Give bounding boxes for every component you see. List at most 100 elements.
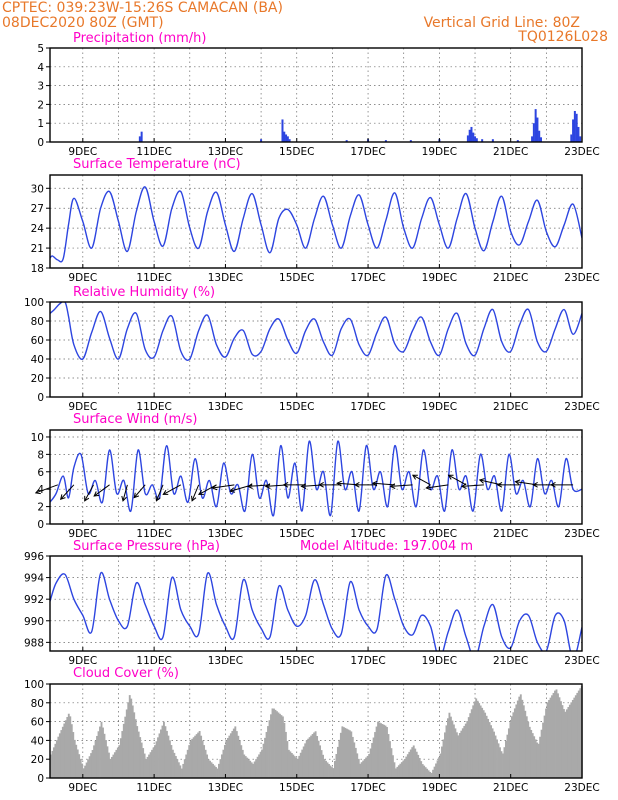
- cloud-bar: [228, 735, 231, 778]
- cloud-bar: [534, 739, 537, 778]
- precip-bar: [491, 139, 494, 142]
- cloud-bar: [360, 762, 363, 778]
- cloud-bar: [203, 745, 206, 778]
- cloud-bar: [537, 743, 540, 778]
- cloud-bar: [366, 755, 369, 778]
- cloud-bar: [356, 753, 359, 778]
- precip-bar: [570, 134, 573, 142]
- wind-arrowhead: [84, 495, 90, 502]
- wind-vector: [372, 482, 395, 486]
- precip-bar: [579, 136, 582, 142]
- y-tick-label: 20: [31, 373, 44, 385]
- cloud-bar: [60, 730, 63, 778]
- cloud-bar: [174, 756, 177, 778]
- cloud-bar: [314, 731, 317, 778]
- cloud-bar: [50, 754, 52, 778]
- cloud-bar: [399, 763, 402, 778]
- cloud-bar: [85, 762, 88, 778]
- cloud-bar: [103, 733, 106, 778]
- cloud-bar: [256, 756, 259, 778]
- cloud-bar: [286, 741, 289, 778]
- cloud-bar: [372, 737, 375, 778]
- cloud-bar: [362, 760, 365, 778]
- cloud-bar: [218, 763, 220, 778]
- cloud-bar: [231, 730, 234, 778]
- cloud-bar: [481, 707, 484, 778]
- x-tick-label: 19DEC: [422, 528, 457, 540]
- y-tick-label: 100: [24, 297, 44, 309]
- cloud-bar: [402, 760, 405, 778]
- wind-arrowhead: [59, 494, 66, 501]
- cloud-bar: [564, 711, 567, 778]
- cloud-bar: [145, 759, 148, 778]
- precip-bar: [260, 139, 263, 142]
- cloud-bar: [518, 696, 521, 778]
- cloud-bar: [99, 726, 101, 778]
- cloud-bar: [197, 732, 200, 778]
- cloud-bar: [435, 763, 437, 778]
- panel-frame: [49, 555, 583, 652]
- cloud-bar: [420, 761, 423, 778]
- cloud-bar: [121, 731, 124, 778]
- cloud-bar: [493, 731, 495, 778]
- cloud-bar: [317, 740, 320, 778]
- cloud-bar: [560, 701, 562, 778]
- cloud-bar: [455, 732, 458, 778]
- wind-vector: [390, 484, 413, 487]
- y-tick-label: 988: [24, 637, 44, 649]
- cloud-bar: [66, 717, 69, 778]
- cloud-bar: [466, 721, 469, 778]
- x-tick-label: 21DEC: [493, 655, 528, 667]
- cloud-bar: [412, 745, 415, 778]
- cloud-bar: [267, 726, 269, 778]
- x-tick-label: 13DEC: [208, 655, 243, 667]
- cloud-bar: [125, 709, 128, 778]
- cloud-bar: [325, 760, 327, 778]
- cloud-bar: [207, 759, 210, 778]
- precip-bar: [474, 136, 477, 142]
- cloud-bar: [451, 720, 454, 778]
- cloud-bar: [238, 740, 241, 778]
- cloud-bar: [479, 705, 482, 778]
- cloud-bar: [415, 751, 418, 778]
- cloud-bar: [151, 749, 153, 778]
- cloud-bar: [383, 724, 385, 778]
- cloud-bar: [304, 743, 307, 778]
- cloud-bar: [179, 765, 182, 778]
- cloud-bar: [568, 704, 571, 778]
- panel-4: Surface Wind (m/s) 0 2 4 6 8 10 9DEC 11DEC 13DEC 1…: [31, 412, 600, 540]
- cloud-bar: [158, 733, 161, 778]
- cloud-bar: [81, 763, 84, 778]
- cloud-bar: [127, 702, 130, 778]
- wind-arrowhead: [478, 478, 485, 484]
- cloud-bar: [155, 741, 158, 778]
- cloud-bar: [491, 728, 494, 778]
- cloud-bar: [167, 735, 170, 778]
- wind-vector: [412, 474, 431, 486]
- cloud-bar: [427, 770, 430, 778]
- cloud-bar: [258, 754, 261, 778]
- cloud-bar: [432, 769, 435, 778]
- wind-arrowhead: [353, 481, 360, 488]
- cloud-bar: [430, 772, 433, 778]
- panel-5: Surface Pressure (hPa) Model Altitude: 19…: [24, 539, 600, 667]
- cloud-bar: [527, 721, 530, 778]
- cloud-bar: [348, 730, 351, 778]
- wind-arrowhead: [229, 487, 236, 493]
- cloud-bar: [545, 708, 548, 778]
- cloud-bar: [387, 734, 390, 778]
- y-tick-label: 0: [37, 773, 44, 785]
- cloud-bar: [487, 718, 490, 778]
- cloud-bar: [234, 726, 237, 778]
- cloud-bar: [276, 711, 278, 778]
- cloud-bar: [271, 708, 274, 778]
- precip-bar: [409, 140, 412, 142]
- cloud-bar: [128, 695, 131, 778]
- cloud-bar: [509, 722, 512, 778]
- wind-arrowhead: [282, 481, 289, 488]
- cloud-bar: [555, 689, 558, 778]
- cloud-bar: [244, 756, 247, 778]
- wind-vector: [448, 474, 467, 486]
- cloud-bar: [490, 725, 493, 778]
- y-tick-label: 0: [37, 392, 44, 404]
